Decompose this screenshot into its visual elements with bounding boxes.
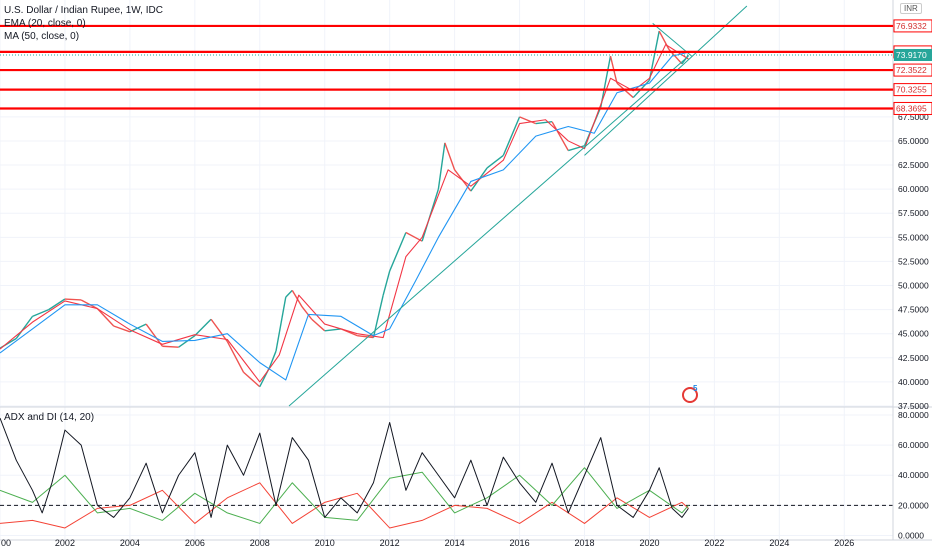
currency-badge[interactable]: INR	[900, 3, 922, 14]
trendline	[652, 22, 692, 57]
indicator-pane	[0, 417, 893, 529]
x-tick-label: 2008	[250, 538, 270, 548]
price-segment	[519, 116, 537, 125]
y-tick-label: 37.5000	[898, 401, 929, 411]
price-segment	[48, 298, 66, 311]
ma-line	[0, 51, 689, 381]
price-segment	[437, 142, 446, 190]
price-pane	[0, 5, 748, 407]
di-plus-line	[0, 467, 689, 524]
level-label: 68.3695	[896, 103, 927, 113]
last-price-box	[894, 48, 932, 61]
ema-line	[0, 44, 689, 383]
price-segment	[210, 318, 228, 342]
y-tick-label: 60.0000	[898, 184, 929, 194]
price-segment	[113, 325, 131, 333]
indicator-y-tick-label: 80.0000	[898, 410, 929, 420]
x-tick-label: 2010	[315, 538, 335, 548]
price-segment	[194, 318, 212, 337]
level-label: 72.3522	[896, 65, 927, 75]
price-segment	[658, 30, 670, 50]
price-segment	[324, 328, 342, 332]
price-segment	[535, 120, 553, 125]
x-tick-label: 2020	[639, 538, 659, 548]
price-segment	[226, 341, 245, 373]
price-segment	[444, 142, 456, 171]
last-price-label: 73.9170	[896, 50, 927, 60]
price-segment	[243, 371, 261, 388]
level-label-box	[893, 19, 932, 33]
level-label-box	[893, 83, 932, 97]
price-segment	[389, 232, 407, 272]
price-segment	[568, 145, 585, 152]
price-segment	[96, 308, 115, 327]
indicator-y-tick-label: 20.0000	[898, 500, 929, 510]
x-tick-label: 2026	[834, 538, 854, 548]
legend-box: U.S. Dollar / Indian Rupee, 1W, IDC EMA …	[4, 4, 163, 43]
trendline	[288, 55, 689, 407]
y-tick-label: 40.0000	[898, 377, 929, 387]
indicator-title: ADX and DI (14, 20)	[4, 412, 95, 423]
price-segment	[301, 306, 313, 320]
y-tick-label: 65.0000	[898, 136, 929, 146]
y-tick-label: 52.5000	[898, 256, 929, 266]
x-tick-label: 00	[1, 538, 11, 548]
y-tick-label: 50.0000	[898, 281, 929, 291]
level-label: 70.3255	[896, 85, 927, 95]
x-tick-label: 2016	[510, 538, 530, 548]
price-segment	[311, 318, 326, 332]
indicator-y-tick-label: 0.0000	[898, 530, 924, 540]
y-tick-label: 45.0000	[898, 329, 929, 339]
price-segment	[357, 334, 374, 339]
x-tick-label: 2006	[185, 538, 205, 548]
y-tick-label: 47.5000	[898, 305, 929, 315]
level-label-box	[893, 101, 932, 115]
price-segment	[268, 350, 277, 368]
level-label: 76.9332	[896, 21, 927, 31]
price-segment	[275, 296, 287, 352]
price-segment	[178, 335, 196, 348]
price-segment	[285, 289, 293, 298]
horizontal-levels: 76.933274.237172.352270.325568.369573.91…	[0, 19, 932, 115]
tradingview-logo-icon	[682, 387, 698, 403]
price-segment	[551, 121, 569, 151]
adx-line	[0, 417, 689, 518]
y-tick-label: 57.5000	[898, 208, 929, 218]
price-segment	[648, 30, 660, 81]
y-tick-label: 67.5000	[898, 112, 929, 122]
price-segment	[502, 116, 521, 156]
price-segment	[32, 308, 49, 318]
x-tick-label: 2002	[55, 538, 75, 548]
indicator-y-tick-label: 60.0000	[898, 440, 929, 450]
x-tick-label: 2004	[120, 538, 140, 548]
ema-legend: EMA (20, close, 0)	[4, 18, 86, 29]
x-tick-label: 2014	[445, 538, 465, 548]
indicator-grid	[0, 414, 893, 536]
x-tick-label: 2024	[769, 538, 789, 548]
price-segment	[486, 154, 504, 169]
ma-legend: MA (50, close, 0)	[4, 31, 80, 42]
indicator-y-tick-label: 40.0000	[898, 470, 929, 480]
x-tick-label: 2012	[380, 538, 400, 548]
price-segment	[64, 298, 82, 301]
price-segment	[162, 345, 179, 348]
x-tick-label: 2018	[574, 538, 594, 548]
y-tick-label: 42.5000	[898, 353, 929, 363]
chart-title: U.S. Dollar / Indian Rupee, 1W, IDC	[4, 5, 163, 16]
level-label-box	[893, 63, 932, 77]
x-tick-label: 2022	[704, 538, 724, 548]
trendline	[584, 5, 748, 156]
y-tick-label: 62.5000	[898, 160, 929, 170]
price-segment	[15, 315, 34, 339]
price-grid	[0, 0, 893, 540]
di-minus-line	[0, 482, 689, 529]
y-tick-label: 55.0000	[898, 232, 929, 242]
price-segment	[382, 270, 391, 296]
logo-number: 5	[693, 384, 698, 393]
